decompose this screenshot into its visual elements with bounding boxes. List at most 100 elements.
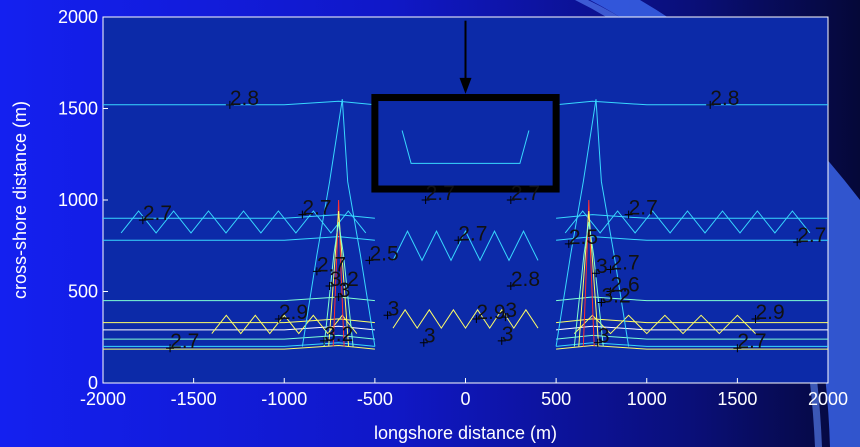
contour-label: 3 bbox=[339, 279, 351, 302]
x-tick-label: 2000 bbox=[808, 389, 848, 409]
contour-line-right bbox=[556, 325, 828, 331]
contour-label-marker bbox=[274, 314, 283, 323]
x-tick-label: -2000 bbox=[80, 389, 126, 409]
contour-label-marker bbox=[624, 210, 633, 219]
contour-line-right bbox=[556, 100, 828, 106]
contour-label: 3.2 bbox=[324, 323, 353, 346]
x-tick-label: 1500 bbox=[717, 389, 757, 409]
x-tick-label: 1000 bbox=[627, 389, 667, 409]
contour-label: 2.7 bbox=[458, 222, 487, 245]
contour-label-marker bbox=[506, 196, 515, 204]
y-axis-ticks: 0 500 1000 1500 2000 bbox=[58, 7, 108, 393]
contour-label-marker bbox=[298, 210, 307, 219]
contour-line-left bbox=[103, 318, 375, 324]
contour-label: 2.6 bbox=[611, 274, 640, 297]
contour-lines bbox=[103, 99, 828, 350]
contour-label-marker bbox=[497, 336, 506, 345]
contour-label-marker bbox=[365, 256, 374, 265]
contour-channel-wall bbox=[341, 99, 376, 347]
contour-label-marker bbox=[225, 100, 234, 109]
contour-line-right bbox=[556, 334, 828, 340]
contour-label-marker bbox=[606, 265, 615, 274]
contour-label: 3 bbox=[505, 299, 517, 322]
x-tick-label: 500 bbox=[541, 389, 571, 409]
contour-label-marker bbox=[606, 287, 615, 296]
contour-label: 2.7 bbox=[170, 330, 199, 353]
contour-line-left bbox=[103, 344, 375, 350]
contour-line-right bbox=[556, 236, 828, 241]
contour-label: 3 bbox=[502, 323, 514, 346]
contour-label-marker bbox=[166, 344, 175, 353]
contour-label-marker bbox=[421, 196, 430, 204]
structure-layer bbox=[371, 20, 560, 193]
contour-label-marker bbox=[138, 216, 147, 225]
contour-center-cyan bbox=[392, 229, 539, 262]
contour-label: 2.7 bbox=[426, 182, 455, 205]
contour-label: 3.2 bbox=[330, 268, 359, 291]
contour-peak-left bbox=[323, 221, 354, 347]
y-tick-label: 2000 bbox=[58, 7, 98, 27]
y-tick-label: 500 bbox=[68, 282, 98, 302]
contour-label: 2.7 bbox=[143, 202, 172, 225]
contour-line-right bbox=[556, 214, 828, 219]
y-tick-label: 0 bbox=[88, 373, 98, 393]
contour-label-marker bbox=[419, 338, 428, 347]
contour-label-marker bbox=[733, 344, 742, 353]
contour-center-yellow bbox=[392, 308, 539, 330]
contour-label-marker bbox=[593, 338, 602, 347]
contour-label-marker bbox=[564, 239, 573, 248]
contour-label-marker bbox=[597, 298, 606, 307]
contour-label-marker bbox=[472, 314, 481, 323]
contour-label: 3 bbox=[598, 325, 610, 348]
contour-label-marker bbox=[501, 313, 510, 322]
contour-label-marker bbox=[506, 282, 515, 291]
contour-channel-wall bbox=[555, 99, 597, 347]
contour-label: 2.7 bbox=[611, 252, 640, 275]
contour-label: 2.8 bbox=[710, 87, 739, 110]
contour-labels: 2.8 2.82.7 2.72.7 2.72.72.72.72.72.7 2.72.7 2… bbox=[138, 87, 826, 353]
contour-line-left bbox=[103, 236, 375, 241]
contour-label-marker bbox=[592, 269, 600, 278]
contour-peak-right bbox=[582, 199, 595, 347]
x-axis-label: longshore distance (m) bbox=[374, 423, 557, 443]
contour-label-marker bbox=[312, 267, 321, 276]
contour-label-marker bbox=[706, 100, 715, 109]
contour-label: 2.7 bbox=[737, 330, 766, 353]
contour-label: 2.8 bbox=[230, 87, 259, 110]
contour-label: 2.7 bbox=[317, 253, 346, 276]
x-tick-label: -1000 bbox=[261, 389, 307, 409]
contour-line-right-yellow bbox=[573, 314, 756, 335]
contour-label: 2.7 bbox=[797, 224, 826, 247]
contour-label: 2.9 bbox=[476, 301, 505, 324]
contour-structure-inner bbox=[401, 130, 530, 164]
contour-peak-left bbox=[328, 210, 350, 347]
contour-label-marker bbox=[751, 314, 760, 323]
contour-label: 2.5 bbox=[569, 226, 598, 249]
contour-label-marker bbox=[454, 236, 463, 245]
contour-label-marker bbox=[383, 311, 392, 320]
contour-peak-right bbox=[578, 210, 600, 347]
contour-label: 2.9 bbox=[756, 301, 785, 324]
arrow-head bbox=[459, 77, 472, 94]
contour-line-right bbox=[556, 318, 828, 324]
contour-line-left-yellow bbox=[211, 314, 358, 335]
y-axis-label: cross-shore distance (m) bbox=[10, 101, 30, 299]
contour-label: 2.7 bbox=[511, 182, 540, 205]
contour-label: 2.7 bbox=[302, 197, 331, 220]
contour-line-left bbox=[103, 325, 375, 331]
y-tick-label: 1500 bbox=[58, 99, 98, 119]
contour-label: 2.5 bbox=[369, 242, 398, 265]
contour-label: 2.8 bbox=[511, 268, 540, 291]
x-tick-label: -1500 bbox=[171, 389, 217, 409]
contour-label: 2.9 bbox=[279, 301, 308, 324]
contour-line-left-jagged bbox=[120, 210, 367, 234]
x-axis-ticks: -2000 -1500 -1000 -500 0 500 1000 1500 2000 bbox=[80, 378, 848, 409]
contour-line-left bbox=[103, 296, 375, 302]
y-tick-label: 1000 bbox=[58, 190, 98, 210]
contour-label: 2.7 bbox=[629, 197, 658, 220]
contour-line-right-jagged bbox=[564, 210, 811, 234]
contour-line-left bbox=[103, 334, 375, 340]
contour-label: 3 bbox=[596, 255, 608, 278]
contour-line-right bbox=[556, 296, 828, 302]
